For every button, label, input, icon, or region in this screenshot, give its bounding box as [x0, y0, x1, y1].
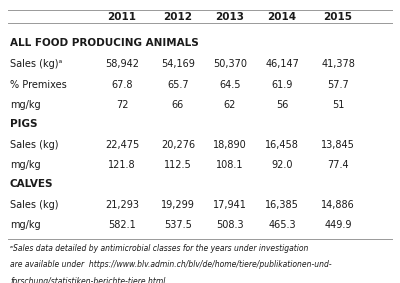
Text: 449.9: 449.9 [324, 220, 352, 230]
Text: 72: 72 [116, 100, 128, 110]
Text: 21,293: 21,293 [105, 200, 139, 210]
Text: 537.5: 537.5 [164, 220, 192, 230]
Text: 57.7: 57.7 [327, 80, 349, 90]
Text: 17,941: 17,941 [213, 200, 247, 210]
Text: 41,378: 41,378 [321, 59, 355, 69]
Text: 13,845: 13,845 [321, 140, 355, 150]
Text: 582.1: 582.1 [108, 220, 136, 230]
Text: CALVES: CALVES [10, 179, 54, 189]
Text: mg/kg: mg/kg [10, 100, 41, 110]
Text: 54,169: 54,169 [161, 59, 195, 69]
Text: 508.3: 508.3 [216, 220, 244, 230]
Text: mg/kg: mg/kg [10, 160, 41, 170]
Text: 2011: 2011 [108, 12, 136, 22]
Text: 64.5: 64.5 [219, 80, 241, 90]
Text: Sales (kg)ᵃ: Sales (kg)ᵃ [10, 59, 62, 69]
Text: forschung/statistiken-berichte-tiere.html.: forschung/statistiken-berichte-tiere.htm… [10, 277, 168, 283]
Text: 22,475: 22,475 [105, 140, 139, 150]
Text: 108.1: 108.1 [216, 160, 244, 170]
Text: % Premixes: % Premixes [10, 80, 67, 90]
Text: 92.0: 92.0 [271, 160, 293, 170]
Text: 51: 51 [332, 100, 344, 110]
Text: 46,147: 46,147 [265, 59, 299, 69]
Text: 18,890: 18,890 [213, 140, 247, 150]
Text: 112.5: 112.5 [164, 160, 192, 170]
Text: 14,886: 14,886 [321, 200, 355, 210]
Text: 50,370: 50,370 [213, 59, 247, 69]
Text: 20,276: 20,276 [161, 140, 195, 150]
Text: Sales (kg): Sales (kg) [10, 200, 58, 210]
Text: mg/kg: mg/kg [10, 220, 41, 230]
Text: ALL FOOD PRODUCING ANIMALS: ALL FOOD PRODUCING ANIMALS [10, 38, 199, 48]
Text: 66: 66 [172, 100, 184, 110]
Text: Sales (kg): Sales (kg) [10, 140, 58, 150]
Text: are available under  https://www.blv.admin.ch/blv/de/home/tiere/publikationen-un: are available under https://www.blv.admi… [10, 260, 332, 269]
Text: 465.3: 465.3 [268, 220, 296, 230]
Text: 121.8: 121.8 [108, 160, 136, 170]
Text: 2014: 2014 [268, 12, 296, 22]
Text: 16,458: 16,458 [265, 140, 299, 150]
Text: PIGS: PIGS [10, 119, 38, 129]
Text: 77.4: 77.4 [327, 160, 349, 170]
Text: 65.7: 65.7 [167, 80, 189, 90]
Text: 67.8: 67.8 [111, 80, 133, 90]
Text: ᵃSales data detailed by antimicrobial classes for the years under investigation: ᵃSales data detailed by antimicrobial cl… [10, 244, 308, 253]
Text: 2015: 2015 [324, 12, 352, 22]
Text: 56: 56 [276, 100, 288, 110]
Text: 62: 62 [224, 100, 236, 110]
Text: 58,942: 58,942 [105, 59, 139, 69]
Text: 19,299: 19,299 [161, 200, 195, 210]
Text: 2012: 2012 [164, 12, 192, 22]
Text: 61.9: 61.9 [271, 80, 293, 90]
Text: 16,385: 16,385 [265, 200, 299, 210]
Text: 2013: 2013 [216, 12, 244, 22]
